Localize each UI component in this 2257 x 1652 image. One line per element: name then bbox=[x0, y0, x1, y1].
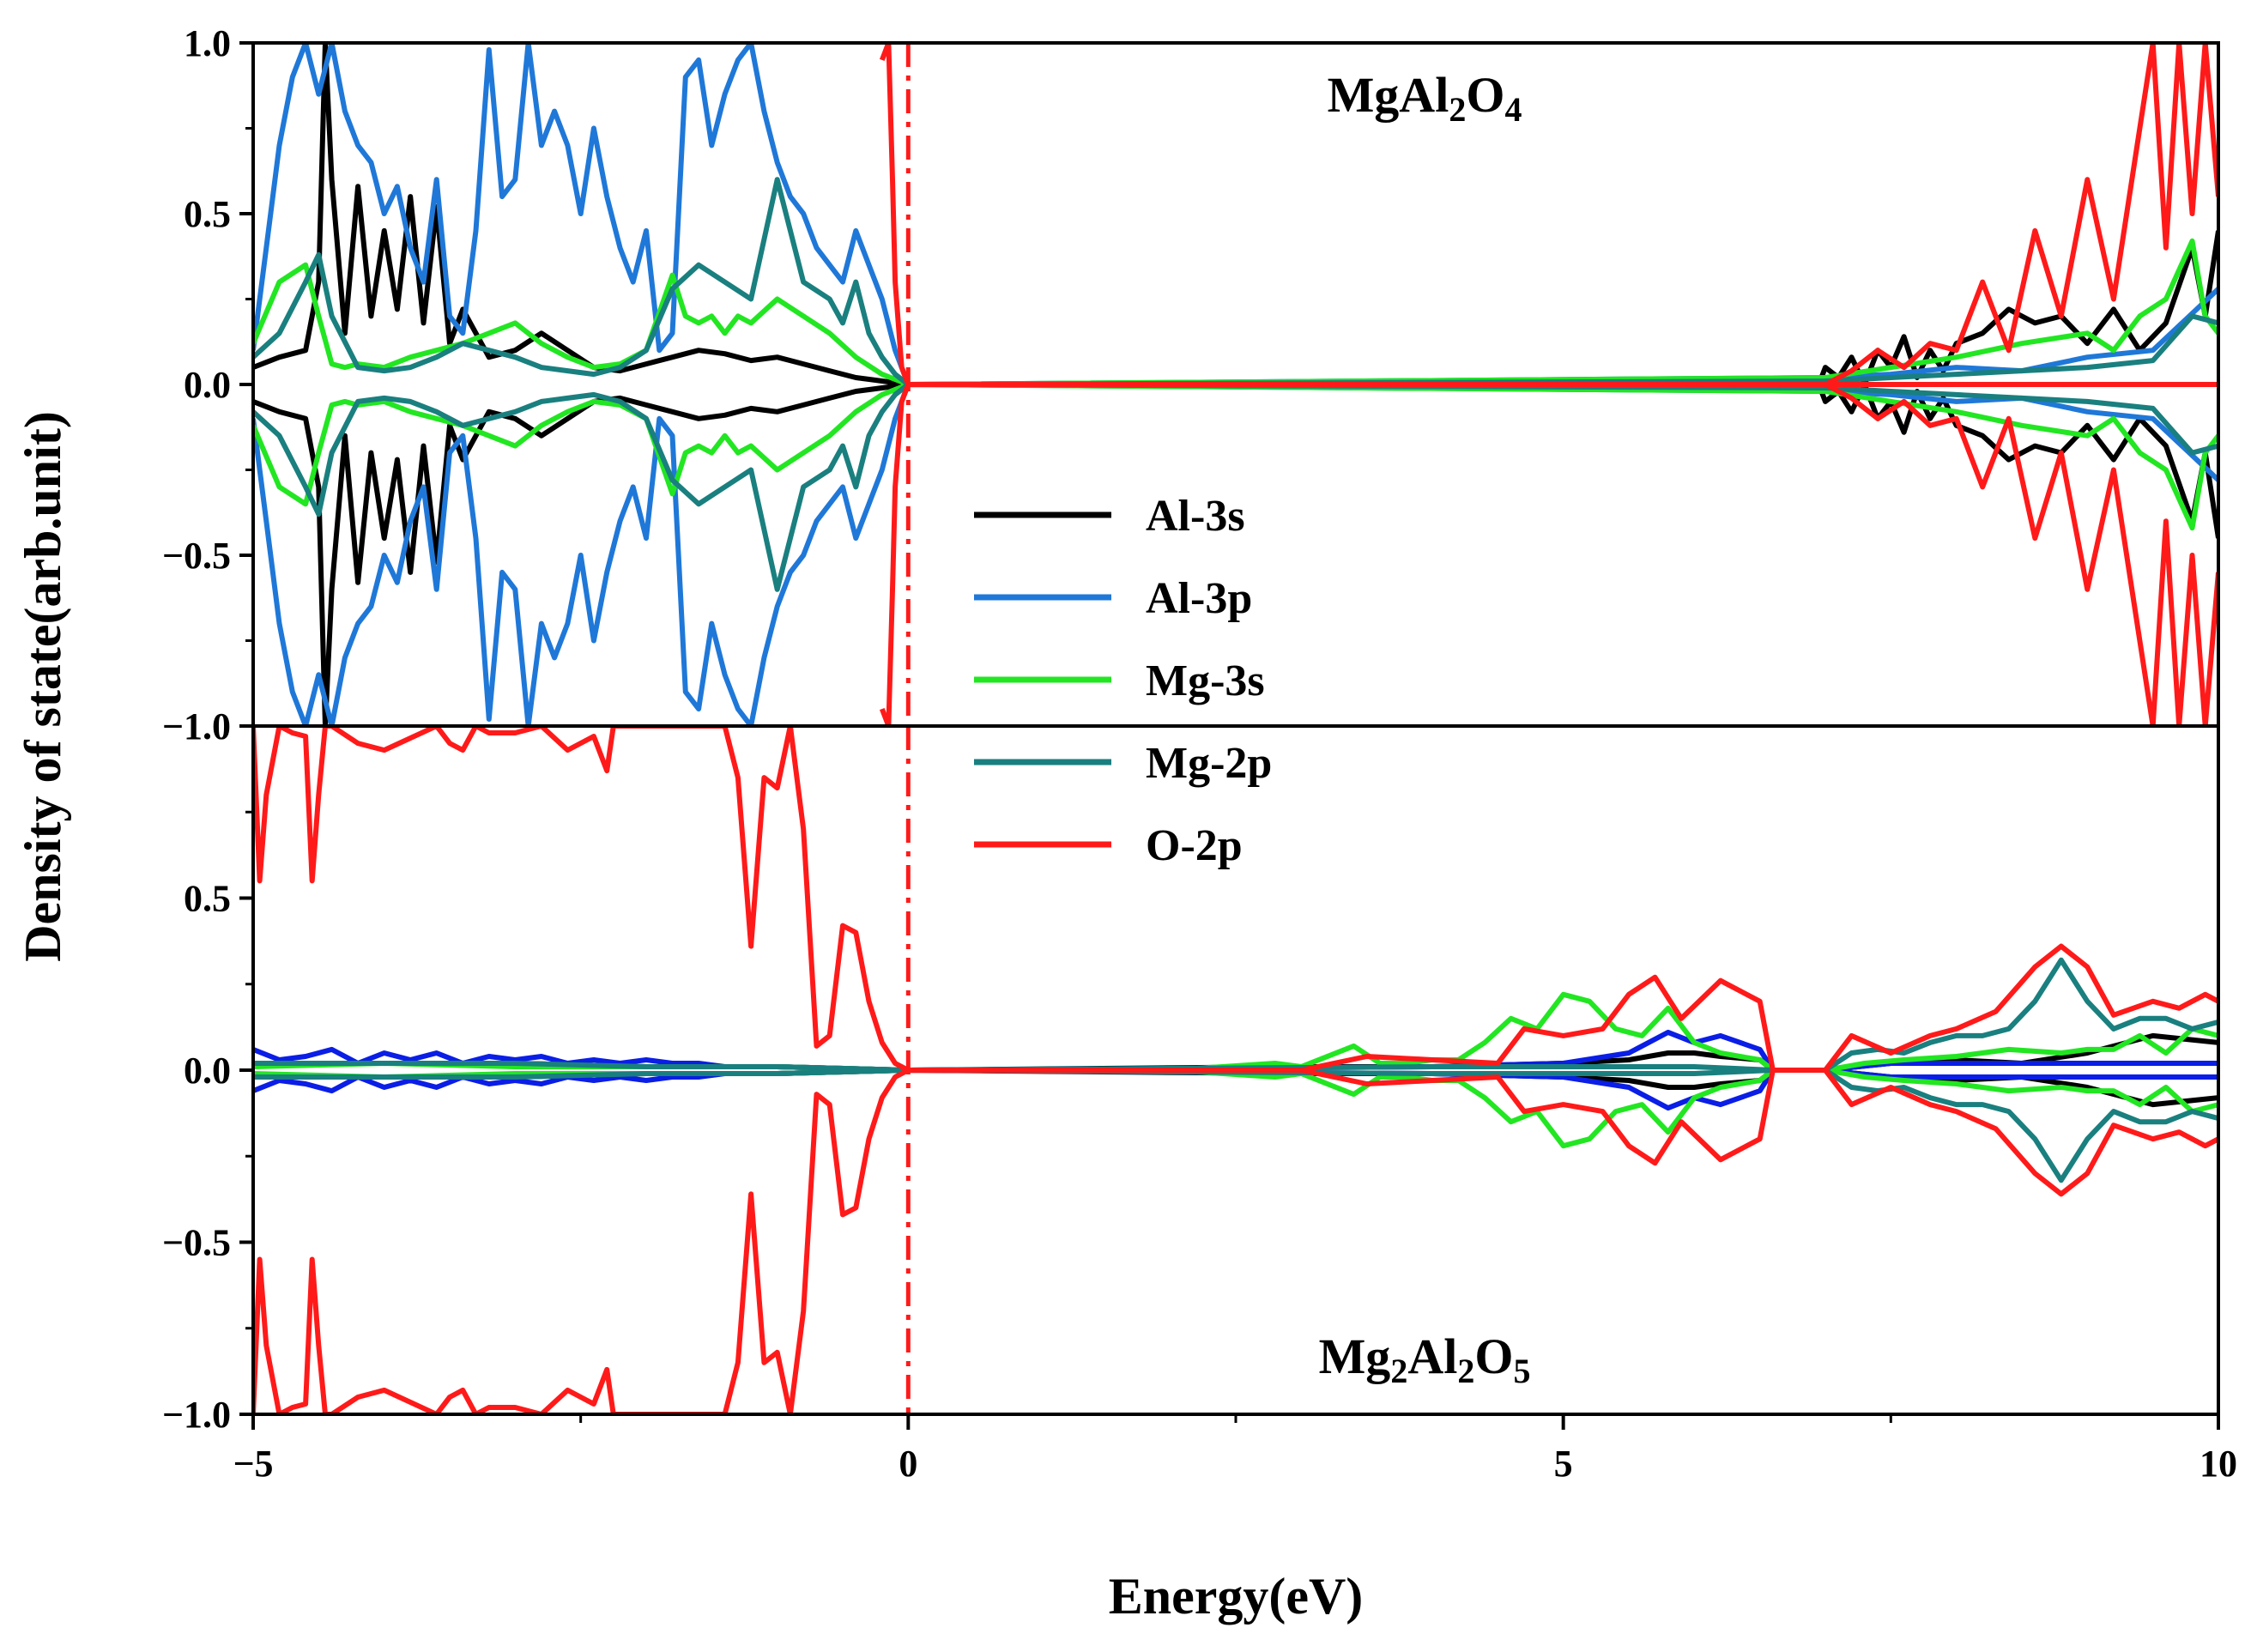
x-tick-label: 0 bbox=[899, 1443, 917, 1485]
legend: Al-3s Al-3p Mg-3s Mg-2p O-2p bbox=[974, 492, 1272, 870]
bottom-panel-series bbox=[253, 726, 2218, 1414]
top-y-tick-label: −0.5 bbox=[162, 535, 231, 577]
top-series-o-2p-up bbox=[879, 43, 2218, 387]
legend-label-mg-3s: Mg-3s bbox=[1146, 657, 1265, 705]
top-series-al-3p-down bbox=[253, 382, 2218, 726]
bottom-panel-title: Mg2Al2O5 bbox=[1319, 1328, 1531, 1390]
title-subscript: 5 bbox=[1513, 1352, 1530, 1390]
top-series-mg-3s-up bbox=[253, 238, 2218, 387]
title-text: MgAl bbox=[1328, 67, 1449, 123]
top-y-tick-label: −1.0 bbox=[162, 705, 231, 747]
y-axis-title: Density of state(arb.unit) bbox=[15, 411, 71, 962]
top-y-tick-label: 1.0 bbox=[184, 22, 231, 64]
bottom-series-o-2p-up bbox=[253, 726, 2218, 1073]
top-series-al-3s-up bbox=[253, 43, 2218, 387]
top-series-mg-2p-up bbox=[253, 177, 2218, 387]
top-series-al-3s-down bbox=[253, 382, 2218, 726]
title-subscript: 2 bbox=[1449, 90, 1466, 129]
title-text: O bbox=[1466, 67, 1504, 123]
x-tick-label: −5 bbox=[233, 1443, 273, 1485]
title-subscript: 2 bbox=[1390, 1352, 1407, 1390]
legend-label-o-2p: O-2p bbox=[1146, 821, 1243, 870]
top-y-tick-label: 0.0 bbox=[184, 364, 231, 406]
title-text: O bbox=[1474, 1328, 1513, 1384]
top-series-mg-2p-down bbox=[253, 382, 2218, 592]
bottom-y-tick-label: −1.0 bbox=[162, 1394, 231, 1436]
top-series-mg-3s-down bbox=[253, 382, 2218, 531]
top-panel-series bbox=[253, 43, 2218, 726]
legend-label-al-3s: Al-3s bbox=[1146, 492, 1245, 541]
bottom-series-mg-2p-down bbox=[253, 1068, 2218, 1183]
title-text: Al bbox=[1407, 1328, 1457, 1384]
legend-label-mg-2p: Mg-2p bbox=[1146, 739, 1272, 788]
top-panel-title: MgAl2O4 bbox=[1328, 67, 1522, 129]
x-tick-label: 10 bbox=[2200, 1443, 2237, 1485]
bottom-y-tick-label: 0.0 bbox=[184, 1050, 231, 1092]
legend-label-al-3p: Al-3p bbox=[1146, 574, 1252, 623]
bottom-y-tick-label: −0.5 bbox=[162, 1222, 231, 1264]
bottom-series-o-2p-down bbox=[253, 1068, 2218, 1414]
x-axis-title: Energy(eV) bbox=[1109, 1568, 1364, 1625]
title-subscript: 4 bbox=[1504, 90, 1522, 129]
bottom-series-mg-2p-up bbox=[253, 957, 2218, 1073]
axes: −1.0−0.50.00.51.0MgAl2O4−1.0−0.50.00.5Mg… bbox=[162, 22, 2237, 1485]
bottom-y-tick-label: 0.5 bbox=[184, 878, 231, 920]
top-y-tick-label: 0.5 bbox=[184, 193, 231, 235]
title-text: Mg bbox=[1319, 1328, 1391, 1384]
x-tick-label: 5 bbox=[1554, 1443, 1573, 1485]
top-series-al-3p-up bbox=[253, 43, 2218, 387]
top-series-o-2p-down bbox=[879, 382, 2218, 726]
title-subscript: 2 bbox=[1457, 1352, 1474, 1390]
